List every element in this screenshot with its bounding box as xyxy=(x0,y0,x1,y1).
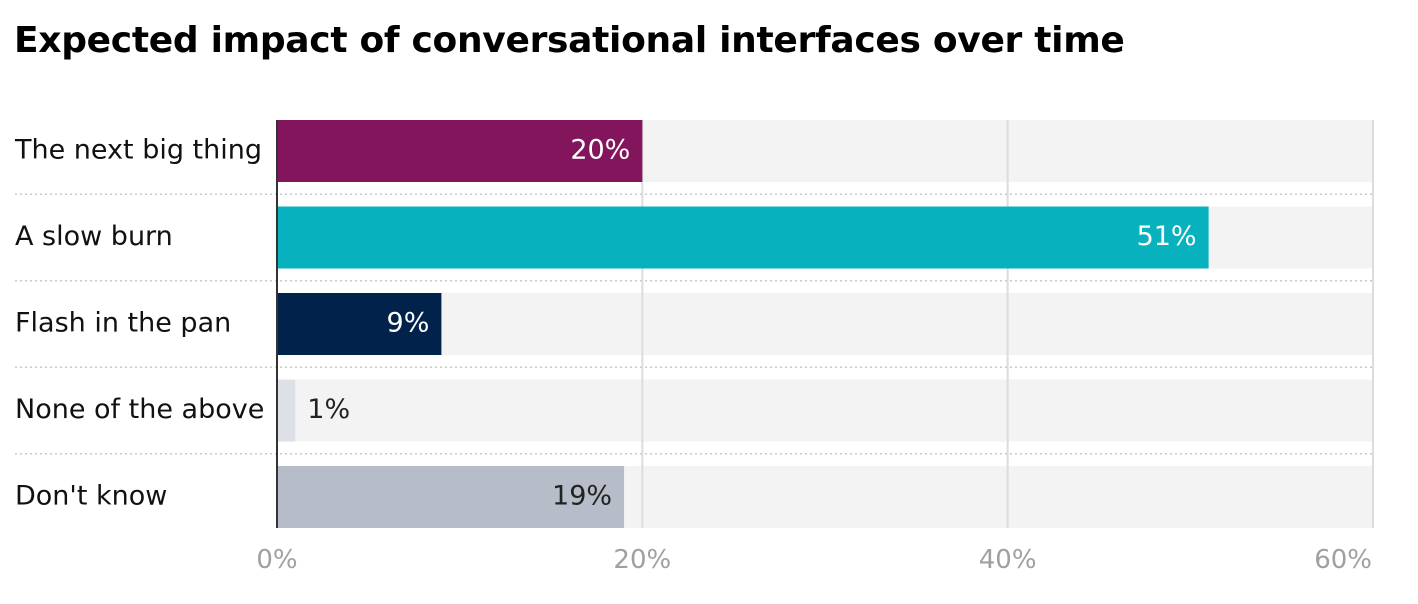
bar xyxy=(277,379,296,442)
chart-title: Expected impact of conversational interf… xyxy=(14,20,1125,61)
bar xyxy=(277,293,442,355)
category-label: A slow burn xyxy=(15,221,173,252)
bar xyxy=(277,206,1209,269)
bar-track xyxy=(277,379,1373,442)
data-label: 1% xyxy=(307,394,350,425)
x-tick-label: 40% xyxy=(979,545,1037,575)
x-tick-label: 20% xyxy=(613,545,671,575)
data-label: 9% xyxy=(387,308,430,339)
bar xyxy=(277,466,625,528)
bar xyxy=(277,120,643,182)
bar-track xyxy=(277,293,1373,355)
data-label: 20% xyxy=(570,135,630,166)
x-tick-label: 60% xyxy=(1314,545,1372,575)
category-label: Flash in the pan xyxy=(15,308,231,339)
category-label: The next big thing xyxy=(14,135,262,166)
category-label: Don't know xyxy=(15,481,167,512)
category-label: None of the above xyxy=(15,394,264,425)
data-label: 19% xyxy=(552,481,612,512)
x-tick-label: 0% xyxy=(256,545,297,575)
data-label: 51% xyxy=(1137,221,1197,252)
